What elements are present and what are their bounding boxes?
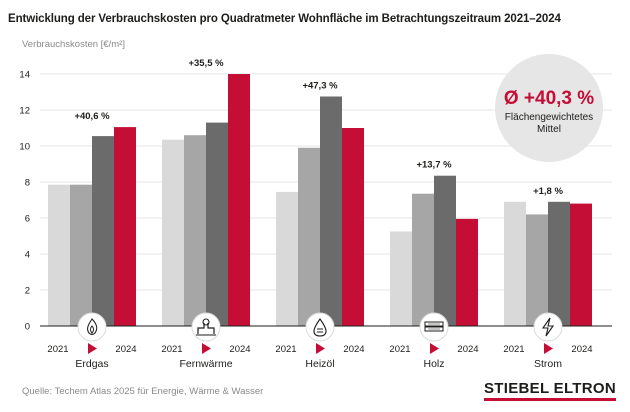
brand-name: STIEBEL ELTRON <box>484 380 616 397</box>
flame-inner <box>90 325 94 334</box>
y-tick-label: 2 <box>25 286 30 297</box>
flame-icon <box>87 318 98 336</box>
category-label: Holz <box>423 358 444 370</box>
timeline-arrow <box>316 343 325 354</box>
bar-heizöl-2023 <box>320 96 342 326</box>
year-end-label: 2024 <box>571 344 592 355</box>
year-end-label: 2024 <box>115 344 136 355</box>
year-start-label: 2021 <box>161 344 182 355</box>
bar-erdgas-2021 <box>48 184 70 326</box>
summary-label-line2: Mittel <box>537 124 561 135</box>
log-1 <box>424 321 444 327</box>
flame-outline <box>87 318 98 336</box>
bar-holz-2022 <box>412 193 434 326</box>
pipe-lines <box>197 323 215 334</box>
bar-erdgas-2023 <box>92 136 114 326</box>
drop-lines <box>317 328 323 333</box>
change-label: +1,8 % <box>533 186 563 197</box>
year-end-label: 2024 <box>229 344 250 355</box>
y-tick-label: 10 <box>19 142 30 153</box>
change-label: +47,3 % <box>302 81 338 92</box>
y-axis-label: Verbrauchskosten [€/m²] <box>22 39 125 50</box>
log-grain <box>428 323 440 330</box>
bar-heizöl-2024 <box>342 128 364 326</box>
brand-underline <box>484 398 616 401</box>
bar-erdgas-2022 <box>70 184 92 326</box>
bar-erdgas-2024 <box>114 127 136 326</box>
bolt <box>541 317 555 337</box>
bar-fernwärme-2024 <box>228 74 250 326</box>
timeline-arrow <box>88 343 97 354</box>
bar-strom-2022 <box>526 214 548 326</box>
change-label: +40,6 % <box>74 111 110 122</box>
drop-outline <box>313 318 327 337</box>
bar-heizöl-2021 <box>276 191 298 326</box>
brand-logo: STIEBEL ELTRON <box>484 380 616 401</box>
change-label: +35,5 % <box>188 58 224 69</box>
year-start-label: 2021 <box>47 344 68 355</box>
timeline-arrow <box>544 343 553 354</box>
year-start-label: 2021 <box>275 344 296 355</box>
pipe-valve <box>202 318 210 326</box>
wood-icon <box>424 321 444 332</box>
category-label: Strom <box>534 358 562 370</box>
bar-holz-2023 <box>434 175 456 326</box>
icon-circle <box>191 312 221 342</box>
bar-strom-2021 <box>504 201 526 326</box>
chart-title: Entwicklung der Verbrauchskosten pro Qua… <box>8 13 561 25</box>
bar-fernwärme-2021 <box>162 139 184 326</box>
category-label: Erdgas <box>75 358 108 370</box>
lightning-icon <box>541 317 555 337</box>
y-tick-label: 14 <box>19 70 30 81</box>
year-end-label: 2024 <box>343 344 364 355</box>
y-tick-label: 6 <box>25 214 30 225</box>
timeline-arrow <box>430 343 439 354</box>
year-end-label: 2024 <box>457 344 478 355</box>
bar-fernwärme-2022 <box>184 135 206 326</box>
log-2 <box>424 326 444 332</box>
change-label: +13,7 % <box>416 160 452 171</box>
summary-badge <box>495 54 603 162</box>
timeline-arrow <box>202 343 211 354</box>
bar-holz-2024 <box>456 218 478 326</box>
bar-holz-2021 <box>390 231 412 326</box>
bar-fernwärme-2023 <box>206 122 228 326</box>
y-tick-label: 8 <box>25 178 30 189</box>
pipe-icon <box>196 318 216 336</box>
source-note: Quelle: Techem Atlas 2025 für Energie, W… <box>22 386 264 397</box>
oil-drop-icon <box>313 318 327 337</box>
icon-circle <box>77 312 107 342</box>
y-tick-label: 12 <box>19 106 30 117</box>
year-start-label: 2021 <box>503 344 524 355</box>
summary-label-line1: Flächengewichtetes <box>505 112 593 123</box>
y-tick-label: 0 <box>25 322 30 333</box>
bar-strom-2023 <box>548 201 570 326</box>
year-start-label: 2021 <box>389 344 410 355</box>
category-label: Fernwärme <box>179 358 232 370</box>
summary-value: Ø +40,3 % <box>504 88 594 109</box>
category-label: Heizöl <box>305 358 334 370</box>
icon-circle <box>305 312 335 342</box>
icon-circle <box>533 312 563 342</box>
y-tick-label: 4 <box>25 250 30 261</box>
bar-heizöl-2022 <box>298 147 320 326</box>
bar-strom-2024 <box>570 203 592 326</box>
